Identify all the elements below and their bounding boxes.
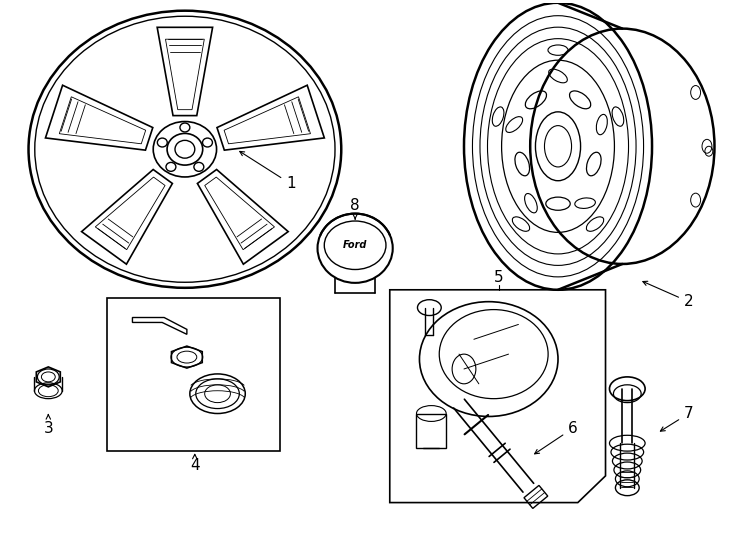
Text: 5: 5 (494, 271, 504, 286)
Text: 1: 1 (240, 151, 296, 191)
Text: 8: 8 (350, 198, 360, 219)
Text: 6: 6 (534, 421, 578, 454)
Text: 7: 7 (661, 406, 694, 431)
Text: 4: 4 (190, 454, 200, 474)
Bar (416, 414, 446, 448)
Text: Ford: Ford (343, 240, 367, 250)
Text: 2: 2 (643, 281, 694, 309)
Bar (106, 298, 280, 451)
Text: 3: 3 (43, 415, 53, 436)
